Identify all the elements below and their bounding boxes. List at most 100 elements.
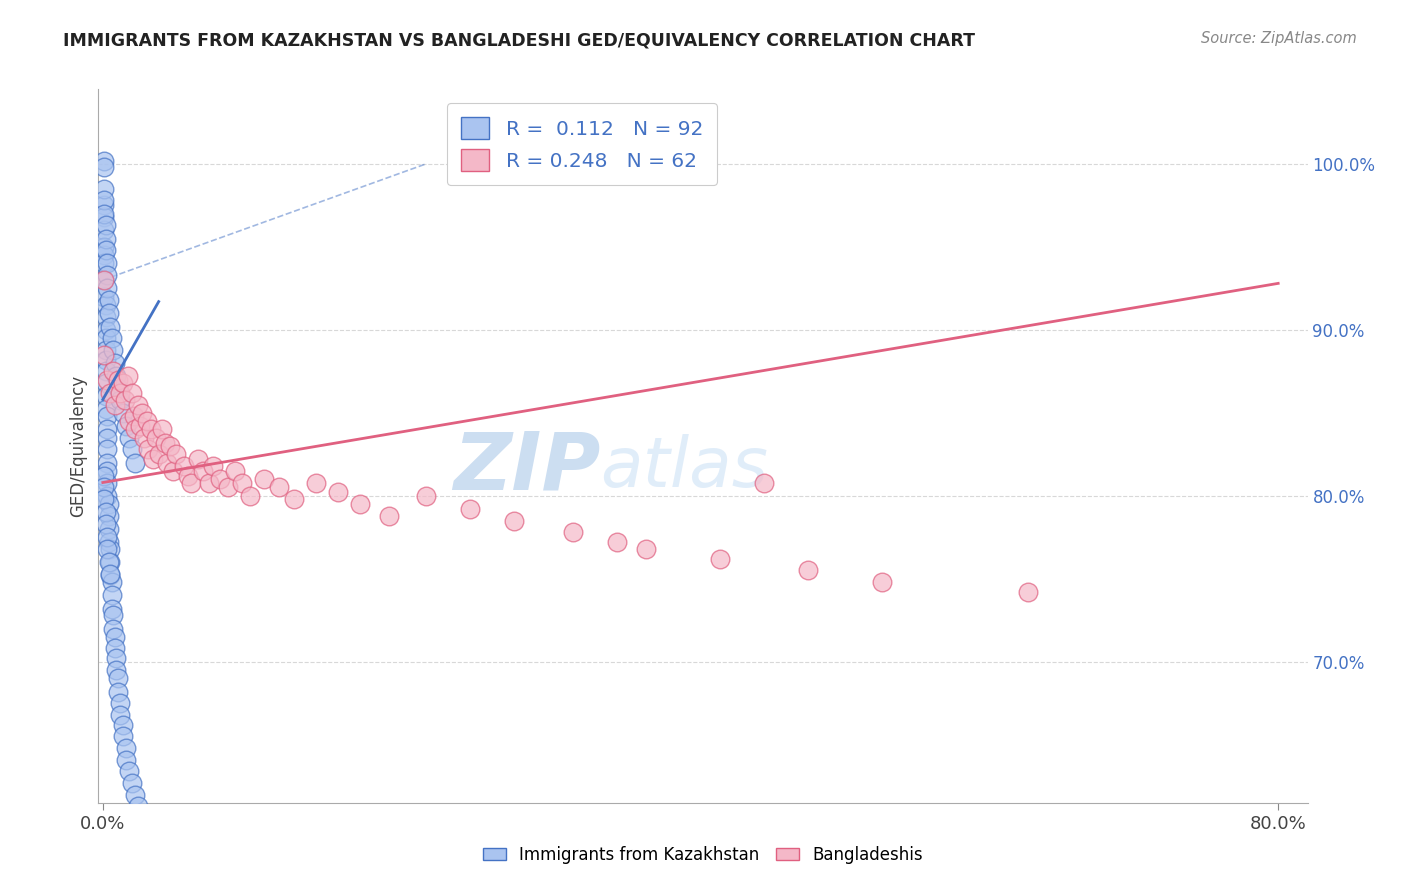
Point bbox=[97, 535, 120, 549]
Point bbox=[128, 419, 150, 434]
Point bbox=[110, 392, 132, 407]
Text: Source: ZipAtlas.com: Source: ZipAtlas.com bbox=[1201, 31, 1357, 46]
Point bbox=[127, 397, 149, 411]
Point bbox=[138, 442, 160, 457]
Point bbox=[94, 389, 117, 403]
Point bbox=[112, 718, 135, 732]
Point bbox=[117, 369, 139, 384]
Point bbox=[100, 601, 122, 615]
Point bbox=[107, 684, 129, 698]
Point bbox=[97, 522, 120, 536]
Point bbox=[114, 392, 136, 407]
Legend: Immigrants from Kazakhstan, Bangladeshis: Immigrants from Kazakhstan, Bangladeshis bbox=[475, 839, 931, 871]
Point bbox=[93, 492, 115, 507]
Point bbox=[96, 268, 118, 282]
Point bbox=[378, 508, 401, 523]
Point bbox=[122, 409, 145, 424]
Point bbox=[156, 456, 179, 470]
Point bbox=[94, 298, 117, 312]
Point bbox=[142, 452, 165, 467]
Point bbox=[93, 210, 115, 224]
Point bbox=[100, 575, 122, 590]
Point bbox=[96, 442, 118, 457]
Point bbox=[103, 397, 125, 411]
Point bbox=[93, 198, 115, 212]
Point bbox=[94, 402, 117, 417]
Point bbox=[97, 508, 120, 523]
Y-axis label: GED/Equivalency: GED/Equivalency bbox=[69, 375, 87, 517]
Point bbox=[93, 153, 115, 168]
Point bbox=[150, 422, 173, 436]
Point bbox=[101, 622, 124, 636]
Legend: R =  0.112   N = 92, R = 0.248   N = 62: R = 0.112 N = 92, R = 0.248 N = 62 bbox=[447, 103, 717, 185]
Point bbox=[96, 281, 118, 295]
Point bbox=[101, 364, 124, 378]
Point bbox=[103, 641, 125, 656]
Point bbox=[93, 481, 115, 495]
Point bbox=[93, 273, 115, 287]
Point bbox=[107, 671, 129, 685]
Point bbox=[121, 442, 143, 457]
Point bbox=[253, 472, 276, 486]
Point bbox=[93, 194, 115, 208]
Point bbox=[96, 475, 118, 490]
Point bbox=[159, 439, 181, 453]
Text: atlas: atlas bbox=[600, 434, 768, 501]
Point bbox=[112, 376, 135, 390]
Point bbox=[93, 468, 115, 483]
Point bbox=[94, 516, 117, 531]
Point bbox=[93, 348, 115, 362]
Point bbox=[110, 707, 132, 722]
Point bbox=[94, 243, 117, 257]
Point bbox=[115, 741, 138, 756]
Point bbox=[97, 555, 120, 569]
Point bbox=[162, 464, 184, 478]
Point bbox=[606, 535, 628, 549]
Point bbox=[709, 552, 731, 566]
Point bbox=[93, 223, 115, 237]
Point bbox=[101, 608, 124, 623]
Point bbox=[349, 497, 371, 511]
Point bbox=[94, 323, 117, 337]
Point bbox=[93, 182, 115, 196]
Point bbox=[165, 447, 187, 461]
Point bbox=[115, 419, 138, 434]
Point bbox=[97, 306, 120, 320]
Point bbox=[562, 525, 585, 540]
Point bbox=[93, 273, 115, 287]
Point bbox=[110, 696, 132, 710]
Point bbox=[458, 502, 481, 516]
Point bbox=[121, 385, 143, 400]
Point bbox=[121, 776, 143, 790]
Point bbox=[96, 464, 118, 478]
Point bbox=[202, 458, 225, 473]
Point bbox=[94, 364, 117, 378]
Point bbox=[173, 458, 195, 473]
Point bbox=[124, 788, 146, 802]
Point bbox=[96, 422, 118, 436]
Point bbox=[269, 481, 291, 495]
Point bbox=[98, 555, 121, 569]
Point bbox=[177, 468, 200, 483]
Point bbox=[132, 431, 155, 445]
Point bbox=[752, 475, 775, 490]
Point bbox=[96, 541, 118, 556]
Point bbox=[101, 343, 124, 357]
Point bbox=[98, 568, 121, 582]
Point bbox=[118, 414, 141, 428]
Point bbox=[94, 505, 117, 519]
Text: IMMIGRANTS FROM KAZAKHSTAN VS BANGLADESHI GED/EQUIVALENCY CORRELATION CHART: IMMIGRANTS FROM KAZAKHSTAN VS BANGLADESH… bbox=[63, 31, 976, 49]
Point bbox=[93, 240, 115, 254]
Point bbox=[96, 373, 118, 387]
Point bbox=[96, 489, 118, 503]
Point bbox=[94, 231, 117, 245]
Point bbox=[118, 764, 141, 779]
Point bbox=[93, 256, 115, 270]
Point bbox=[98, 541, 121, 556]
Point bbox=[96, 409, 118, 424]
Point bbox=[197, 475, 219, 490]
Point bbox=[105, 369, 128, 384]
Point bbox=[103, 630, 125, 644]
Point bbox=[124, 422, 146, 436]
Point bbox=[118, 431, 141, 445]
